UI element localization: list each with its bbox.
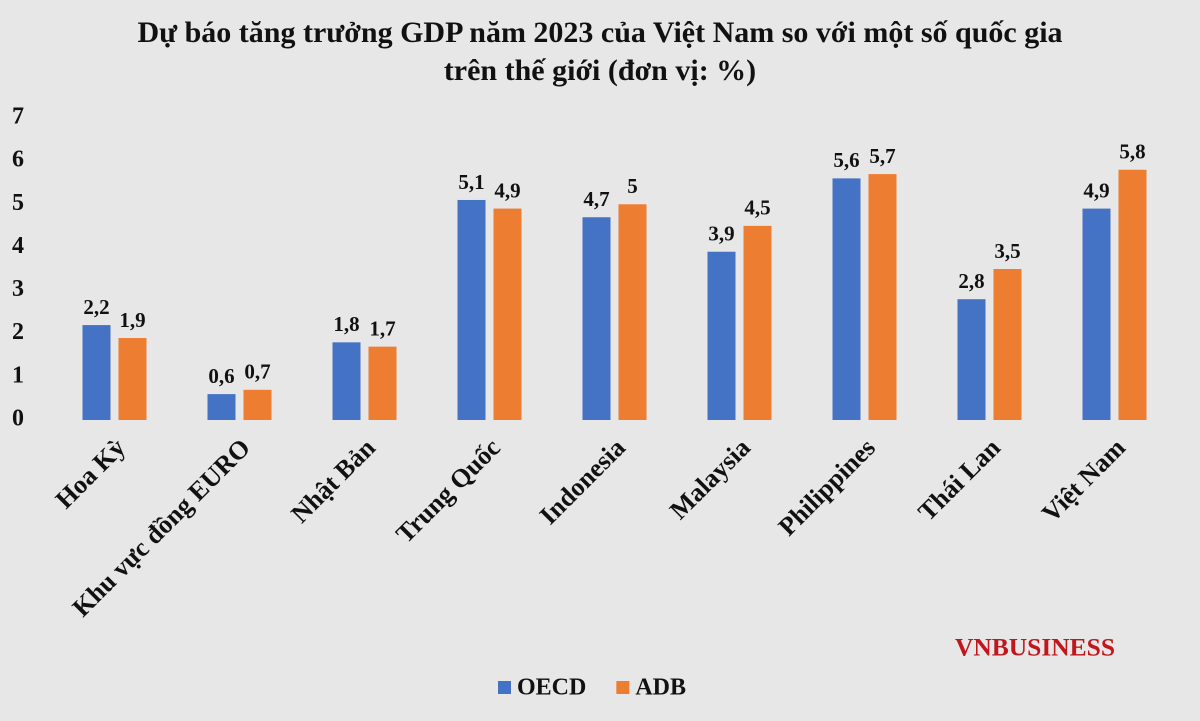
x-tick-label: Philippines (773, 433, 881, 541)
bar (457, 199, 486, 420)
bar (832, 178, 861, 420)
x-tick-label: Hoa Kỳ (50, 433, 131, 514)
bar (993, 269, 1022, 420)
bar (582, 217, 611, 420)
data-label: 3,5 (994, 239, 1020, 263)
data-label: 0,6 (208, 364, 234, 388)
bar (957, 299, 986, 420)
y-tick-label: 7 (12, 104, 24, 130)
data-label: 4,7 (583, 187, 609, 211)
bar (1082, 208, 1111, 420)
bar (82, 325, 111, 420)
x-tick-label: Việt Nam (1036, 433, 1131, 528)
legend-label: OECD (517, 675, 586, 701)
bar (207, 394, 236, 420)
y-tick-label: 3 (12, 276, 24, 302)
legend-label: ADB (635, 675, 686, 701)
y-tick-label: 1 (12, 362, 24, 388)
data-label: 4,5 (744, 196, 770, 220)
bar (618, 204, 647, 420)
y-tick-label: 0 (12, 406, 24, 432)
data-label: 5,6 (833, 148, 859, 172)
legend-swatch (616, 681, 630, 694)
bar (243, 389, 272, 420)
data-label: 5,7 (869, 144, 895, 168)
y-tick-label: 5 (12, 190, 24, 216)
data-label: 5,1 (458, 170, 484, 194)
bar (868, 174, 897, 420)
bar (707, 251, 736, 420)
x-tick-label: Indonesia (534, 433, 631, 530)
bar (1118, 169, 1147, 420)
y-tick-label: 6 (12, 147, 24, 173)
data-label: 2,8 (958, 269, 984, 293)
data-label: 4,9 (494, 178, 520, 202)
data-label: 5 (627, 174, 638, 198)
data-label: 5,8 (1119, 140, 1145, 164)
bar (118, 338, 147, 420)
bar (493, 208, 522, 420)
chart-title: Dự báo tăng trưởng GDP năm 2023 của Việt… (137, 16, 1063, 87)
data-label: 1,9 (119, 308, 145, 332)
bar (368, 346, 397, 420)
data-label: 2,2 (83, 295, 109, 319)
watermark: VNBUSINESS (955, 635, 1115, 662)
x-tick-label: Trung Quốc (390, 433, 506, 549)
y-tick-label: 4 (12, 233, 24, 259)
x-tick-label: Thái Lan (912, 433, 1006, 527)
y-tick-label: 2 (12, 319, 24, 345)
data-label: 4,9 (1083, 178, 1109, 202)
data-label: 1,7 (369, 316, 395, 340)
x-tick-label: Malaysia (664, 433, 756, 525)
data-label: 3,9 (708, 222, 734, 246)
data-label: 0,7 (244, 360, 270, 384)
bar (332, 342, 361, 420)
bar (743, 225, 772, 420)
data-label: 1,8 (333, 312, 359, 336)
legend-swatch (498, 681, 511, 694)
x-tick-label: Nhật Bản (285, 433, 381, 529)
